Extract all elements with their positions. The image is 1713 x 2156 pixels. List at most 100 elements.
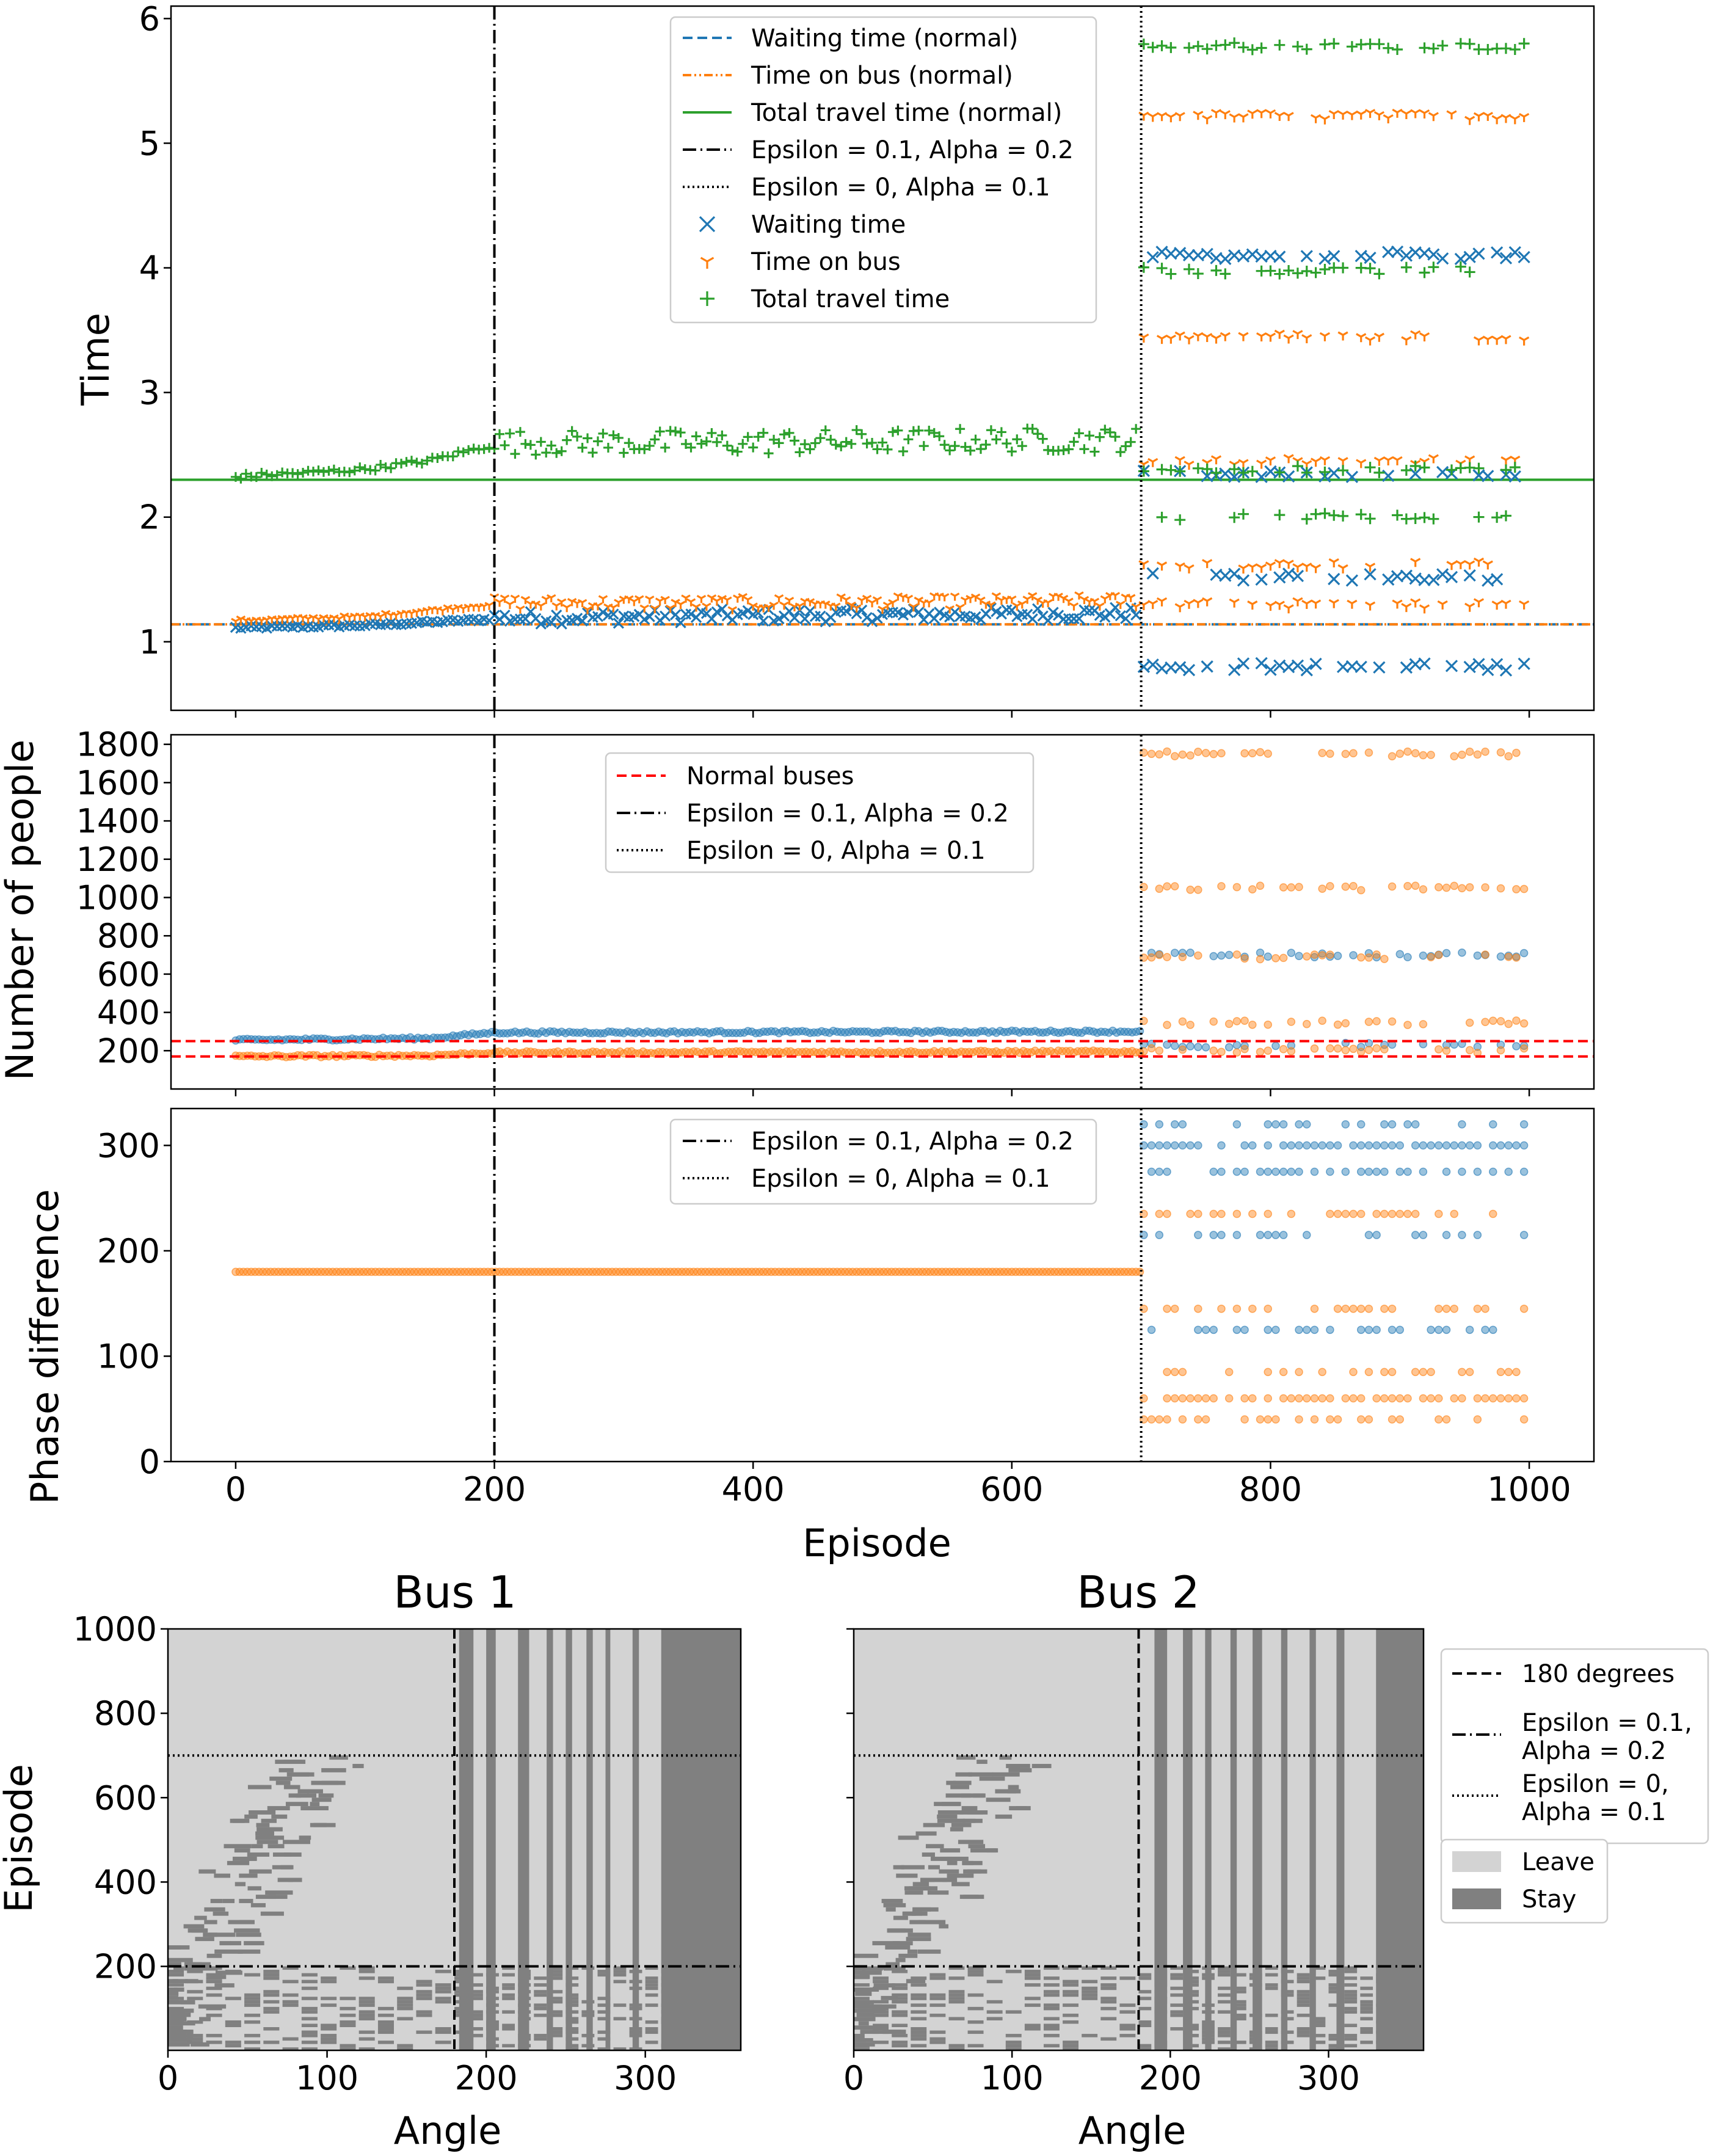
data-point bbox=[510, 449, 520, 459]
data-point bbox=[1356, 1394, 1366, 1403]
data-point bbox=[349, 465, 360, 476]
stay-cell bbox=[1249, 1983, 1262, 1987]
data-point bbox=[293, 469, 303, 479]
data-point bbox=[841, 437, 851, 447]
stay-cell bbox=[1408, 1970, 1420, 1973]
data-point bbox=[711, 437, 722, 447]
data-point bbox=[1301, 467, 1312, 478]
stay-cell bbox=[566, 2000, 579, 2004]
stay-cell bbox=[1281, 1990, 1294, 1994]
data-point bbox=[1419, 109, 1430, 118]
data-point bbox=[1156, 263, 1168, 274]
stay-cell bbox=[397, 2000, 413, 2004]
data-point bbox=[1446, 561, 1457, 570]
data-point bbox=[313, 465, 324, 476]
stay-cell bbox=[1186, 1979, 1199, 1984]
data-point bbox=[1310, 457, 1322, 467]
bus2-panel: Bus 2 0 100 200 300 Angle bbox=[843, 1567, 1425, 2153]
stay-cell bbox=[892, 1997, 908, 2000]
stay-cell bbox=[454, 1976, 467, 1980]
stay-cell bbox=[1008, 1768, 1032, 1772]
stay-cell bbox=[708, 2006, 722, 2011]
stay-cell bbox=[219, 1941, 231, 1946]
data-point bbox=[1364, 1231, 1373, 1239]
stay-cell bbox=[1360, 1993, 1373, 1997]
data-point bbox=[1364, 1167, 1373, 1176]
stay-cell bbox=[854, 2038, 873, 2042]
data-point bbox=[1209, 1231, 1218, 1239]
data-point bbox=[1240, 954, 1249, 963]
stay-cell bbox=[929, 2030, 946, 2034]
stay-cell bbox=[358, 1966, 375, 1970]
stay-cell bbox=[1281, 2030, 1294, 2034]
data-point bbox=[1364, 748, 1373, 757]
data-point bbox=[1463, 660, 1476, 674]
stay-cell bbox=[645, 1986, 658, 1990]
data-point bbox=[716, 603, 728, 615]
y-tick-label: 1600 bbox=[76, 763, 160, 802]
bus2-axes: 0 100 200 300 bbox=[843, 1628, 1425, 2097]
stay-cell bbox=[708, 1976, 722, 1980]
stay-cell bbox=[708, 2037, 722, 2041]
stay-cell bbox=[1265, 1966, 1278, 1970]
data-point bbox=[639, 604, 650, 613]
data-point bbox=[1455, 261, 1466, 272]
stay-cell bbox=[244, 2034, 261, 2038]
data-point bbox=[981, 439, 991, 450]
data-point bbox=[1310, 564, 1322, 574]
stay-cell bbox=[1344, 2044, 1358, 2048]
stay-cell bbox=[168, 2034, 184, 2038]
data-point bbox=[696, 439, 707, 449]
data-point bbox=[1504, 1141, 1513, 1150]
data-point bbox=[1395, 1325, 1405, 1335]
stay-cell bbox=[1328, 2034, 1342, 2038]
stay-cell bbox=[1249, 2041, 1262, 2044]
data-point bbox=[1174, 661, 1187, 674]
data-point bbox=[1364, 252, 1377, 264]
stay-cell bbox=[948, 2044, 965, 2048]
data-point bbox=[1496, 1017, 1505, 1025]
x-tick-label: 0 bbox=[225, 1470, 246, 1509]
data-point bbox=[1264, 1368, 1272, 1377]
stay-cell bbox=[629, 2030, 642, 2034]
data-point bbox=[1346, 41, 1358, 53]
stay-cell bbox=[1360, 2006, 1373, 2011]
data-point bbox=[795, 602, 805, 611]
stay-cell bbox=[1186, 2027, 1199, 2031]
people-marks bbox=[171, 747, 1594, 1062]
stay-cell bbox=[566, 2027, 579, 2031]
stay-cell bbox=[961, 1793, 984, 1798]
stay-cell bbox=[470, 1990, 483, 1994]
data-point bbox=[1500, 510, 1511, 522]
stay-cell bbox=[173, 1966, 184, 1971]
stay-cell bbox=[724, 2010, 738, 2014]
stay-cell bbox=[310, 1802, 320, 1807]
data-point bbox=[1450, 881, 1458, 890]
stay-cell bbox=[1202, 2020, 1215, 2024]
stay-cell bbox=[168, 2006, 184, 2011]
data-point bbox=[1240, 749, 1249, 758]
stay-cell bbox=[470, 2034, 483, 2038]
stay-cell bbox=[948, 2000, 965, 2004]
stay-cell bbox=[911, 2010, 927, 2014]
time-ylabel: Time bbox=[73, 313, 118, 406]
data-point bbox=[1237, 574, 1250, 587]
data-point bbox=[598, 428, 608, 439]
data-point bbox=[1491, 512, 1503, 523]
legend-label: Total travel time bbox=[751, 285, 950, 313]
data-point bbox=[1373, 111, 1385, 120]
data-point bbox=[1265, 602, 1276, 611]
data-point bbox=[1442, 1167, 1451, 1176]
data-point bbox=[1256, 564, 1267, 573]
stay-cell bbox=[566, 2017, 579, 2020]
stay-cell bbox=[340, 2020, 356, 2024]
stay-cell bbox=[1138, 2047, 1152, 2051]
data-point bbox=[448, 451, 458, 462]
stay-cell bbox=[502, 1966, 515, 1970]
data-point bbox=[1170, 1368, 1179, 1377]
stay-cell bbox=[693, 1983, 706, 1987]
stay-cell bbox=[901, 1865, 925, 1870]
stay-cell bbox=[1360, 2030, 1373, 2034]
data-point bbox=[1333, 1305, 1342, 1313]
